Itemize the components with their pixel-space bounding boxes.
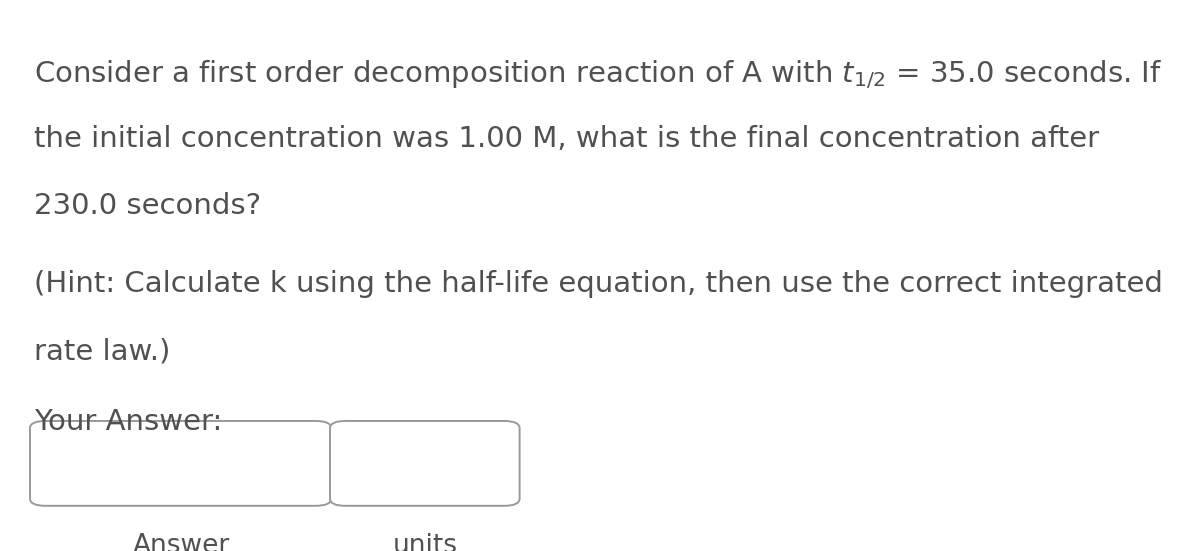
- FancyBboxPatch shape: [330, 421, 520, 506]
- Text: Consider a first order decomposition reaction of A with $t_{1/2}$ = 35.0 seconds: Consider a first order decomposition rea…: [34, 58, 1162, 90]
- Text: 230.0 seconds?: 230.0 seconds?: [34, 192, 260, 220]
- Text: Your Answer:: Your Answer:: [34, 408, 222, 436]
- Text: (Hint: Calculate k using the half-life equation, then use the correct integrated: (Hint: Calculate k using the half-life e…: [34, 270, 1163, 298]
- Text: Answer: Answer: [132, 533, 230, 551]
- Text: units: units: [392, 533, 457, 551]
- FancyBboxPatch shape: [30, 421, 331, 506]
- Text: rate law.): rate law.): [34, 337, 170, 365]
- Text: the initial concentration was 1.00 M, what is the final concentration after: the initial concentration was 1.00 M, wh…: [34, 125, 1099, 153]
